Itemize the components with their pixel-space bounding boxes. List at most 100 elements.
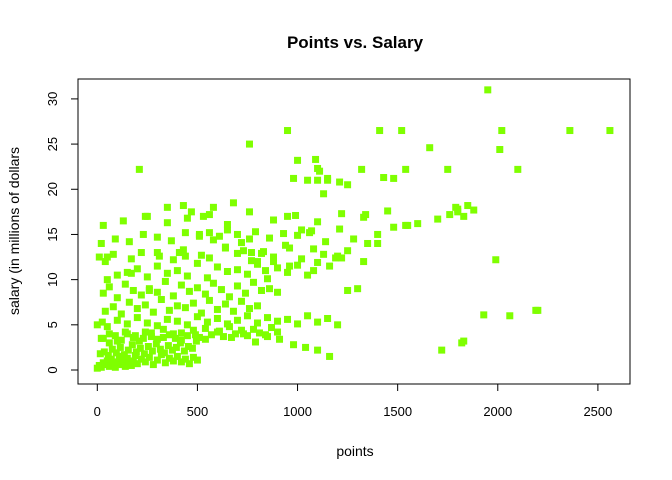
data-point bbox=[326, 262, 334, 270]
data-point bbox=[302, 343, 310, 351]
data-point bbox=[566, 127, 574, 135]
data-point bbox=[119, 356, 127, 364]
data-point bbox=[255, 329, 263, 337]
data-point bbox=[135, 165, 143, 173]
data-point bbox=[402, 165, 410, 173]
data-point bbox=[227, 333, 235, 341]
data-point bbox=[460, 212, 468, 220]
data-point bbox=[221, 244, 229, 252]
data-point bbox=[109, 250, 117, 258]
data-point bbox=[245, 208, 253, 216]
data-point bbox=[123, 354, 131, 362]
x-axis-label: points bbox=[336, 443, 373, 459]
data-point bbox=[253, 319, 261, 327]
y-tick-label: 0 bbox=[45, 366, 60, 373]
data-point bbox=[306, 229, 314, 237]
data-point bbox=[123, 320, 131, 328]
data-point bbox=[184, 343, 192, 351]
data-point bbox=[314, 318, 322, 326]
data-point bbox=[183, 332, 191, 340]
data-point bbox=[454, 208, 462, 216]
data-point bbox=[165, 354, 173, 362]
data-point bbox=[109, 303, 117, 311]
data-point bbox=[245, 305, 253, 313]
data-point bbox=[113, 316, 121, 324]
data-point bbox=[484, 86, 492, 94]
data-point bbox=[141, 358, 149, 366]
data-point bbox=[179, 202, 187, 210]
data-point bbox=[233, 230, 241, 238]
data-point bbox=[145, 286, 153, 294]
data-point bbox=[173, 317, 181, 325]
data-point bbox=[251, 338, 259, 346]
data-point bbox=[147, 333, 155, 341]
data-point bbox=[100, 348, 108, 356]
data-point bbox=[470, 206, 478, 214]
data-point bbox=[141, 212, 149, 220]
data-point bbox=[338, 254, 346, 262]
data-point bbox=[119, 217, 127, 225]
y-axis-ticks: 0 5 10 15 20 25 30 bbox=[45, 92, 78, 374]
data-point bbox=[99, 221, 107, 229]
data-point bbox=[160, 349, 168, 357]
data-point bbox=[155, 252, 163, 260]
data-point bbox=[314, 346, 322, 354]
data-point bbox=[314, 258, 322, 266]
data-point bbox=[115, 352, 123, 360]
data-point bbox=[101, 361, 109, 369]
data-point bbox=[171, 334, 179, 342]
data-point bbox=[165, 306, 173, 314]
data-point bbox=[229, 307, 237, 315]
data-point bbox=[153, 335, 161, 343]
data-point bbox=[181, 355, 189, 363]
data-point bbox=[322, 238, 330, 246]
data-point bbox=[131, 332, 139, 340]
data-point bbox=[532, 306, 540, 314]
data-point bbox=[358, 165, 366, 173]
data-point bbox=[292, 211, 300, 219]
data-point bbox=[179, 246, 187, 254]
data-point bbox=[266, 285, 274, 293]
data-point bbox=[185, 360, 193, 368]
data-point bbox=[209, 236, 217, 244]
data-point bbox=[157, 296, 165, 304]
data-point bbox=[199, 212, 207, 220]
data-point bbox=[480, 311, 488, 319]
data-point bbox=[123, 268, 131, 276]
data-point bbox=[183, 321, 191, 329]
data-point bbox=[284, 212, 292, 220]
data-point bbox=[133, 314, 141, 322]
data-point bbox=[460, 337, 468, 345]
data-point bbox=[111, 363, 119, 371]
data-point bbox=[153, 356, 161, 364]
data-point bbox=[376, 127, 384, 135]
y-tick-label: 30 bbox=[45, 92, 60, 106]
data-point bbox=[189, 299, 197, 307]
data-point bbox=[506, 312, 514, 320]
data-point bbox=[264, 314, 272, 322]
data-point bbox=[193, 284, 201, 292]
data-point bbox=[173, 352, 181, 360]
data-point bbox=[310, 267, 318, 275]
data-point bbox=[181, 252, 189, 260]
data-point bbox=[344, 247, 352, 255]
data-point bbox=[131, 352, 139, 360]
data-point bbox=[97, 363, 105, 371]
data-point bbox=[197, 309, 205, 317]
data-point bbox=[284, 268, 292, 276]
data-point bbox=[181, 304, 189, 312]
data-point bbox=[203, 318, 211, 326]
data-point bbox=[274, 328, 282, 336]
data-point bbox=[223, 226, 231, 234]
data-point bbox=[127, 269, 135, 277]
data-point bbox=[169, 330, 177, 338]
data-point bbox=[239, 247, 247, 255]
data-point bbox=[141, 328, 149, 336]
data-point bbox=[498, 127, 506, 135]
data-point bbox=[492, 256, 500, 264]
data-point bbox=[264, 333, 272, 341]
data-point bbox=[223, 221, 231, 229]
data-point bbox=[201, 324, 209, 332]
data-point bbox=[139, 334, 147, 342]
data-point bbox=[111, 235, 119, 243]
